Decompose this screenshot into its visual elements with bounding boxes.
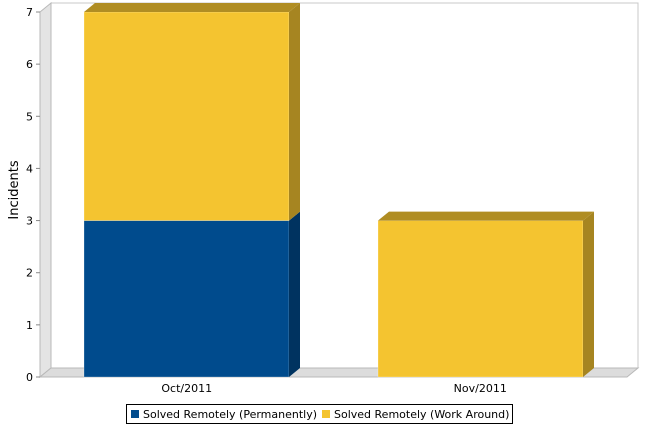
y-tick-label: 2 (26, 267, 33, 280)
y-tick-label: 5 (26, 110, 33, 123)
x-axis-ticks: Oct/2011 Nov/2011 (161, 382, 506, 395)
bar-front-face (377, 220, 584, 378)
bar-segment (83, 3, 300, 221)
bar-top-face (378, 211, 594, 221)
legend-swatch-permanently (131, 410, 139, 418)
y-axis-label: Incidents (7, 160, 22, 219)
x-tick-label: Oct/2011 (161, 382, 212, 395)
bar-side-face (289, 3, 300, 221)
y-tick-label: 1 (26, 319, 33, 332)
y-tick-label: 3 (26, 215, 33, 228)
bars (83, 3, 594, 378)
y-tick-label: 0 (26, 371, 33, 384)
bar-front-face (83, 11, 290, 221)
legend-swatch-work-around (322, 410, 330, 418)
bar-segment (377, 211, 594, 378)
y-tick-label: 6 (26, 58, 33, 71)
y-axis-ticks: 0 1 2 3 4 5 6 7 (26, 6, 40, 384)
bar-side-face (583, 211, 594, 377)
bar-top-face (84, 3, 300, 12)
x-tick-label: Nov/2011 (454, 382, 507, 395)
bar-side-face (289, 211, 300, 377)
bar-segment (83, 211, 300, 378)
legend-item-work-around: Solved Remotely (Work Around) (322, 408, 509, 421)
legend-label-permanently: Solved Remotely (Permanently) (143, 407, 317, 421)
bar-front-face (83, 220, 290, 378)
side-wall (39, 1, 52, 379)
y-tick-label: 4 (26, 162, 33, 175)
legend-label-work-around: Solved Remotely (Work Around) (334, 407, 510, 421)
legend: Solved Remotely (Permanently) Solved Rem… (126, 404, 514, 424)
y-tick-label: 7 (26, 6, 33, 19)
legend-item-permanently: Solved Remotely (Permanently) (131, 408, 317, 421)
